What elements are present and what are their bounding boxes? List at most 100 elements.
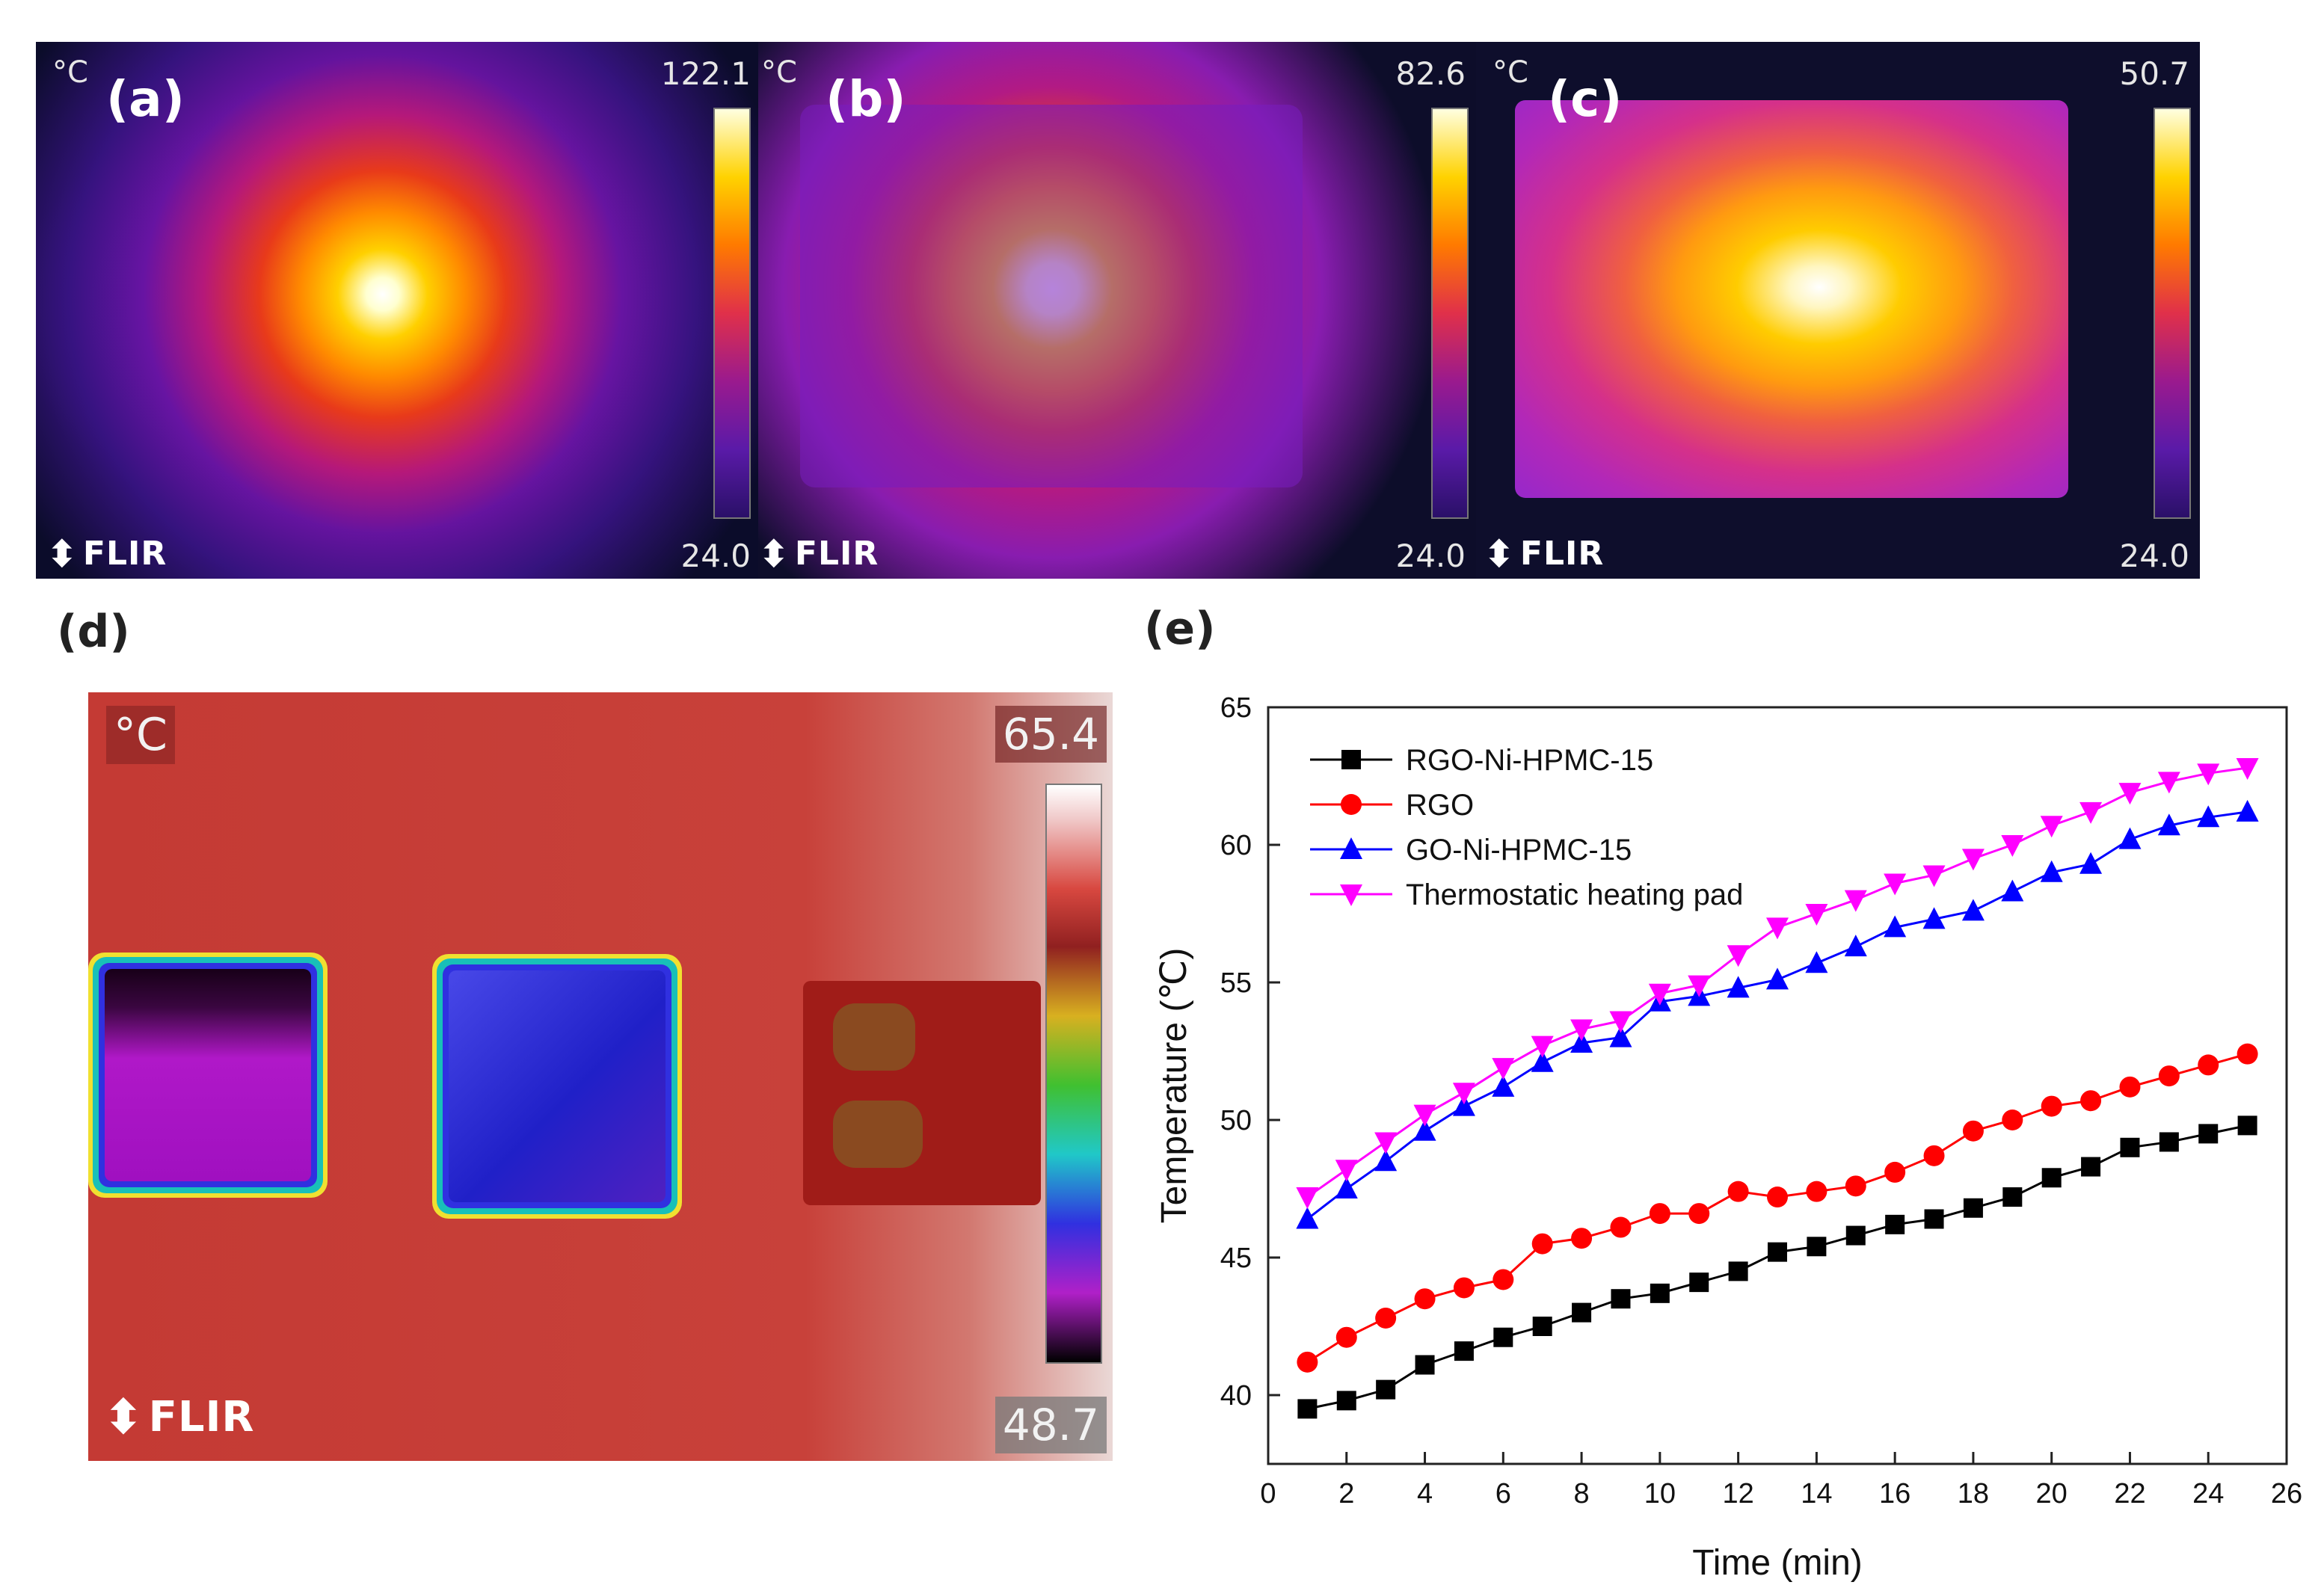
x-tick-label: 14 — [1801, 1478, 1832, 1510]
scale-min-value: 48.7 — [995, 1397, 1107, 1453]
data-point — [1688, 975, 1711, 997]
flir-logo-icon: ⬍ — [46, 532, 79, 576]
series-line-0 — [1307, 1124, 2248, 1410]
data-point — [1805, 951, 1828, 973]
scale-min-value: 24.0 — [2119, 538, 2189, 574]
data-point — [1493, 1269, 1514, 1290]
flir-logo-icon: ⬍ — [758, 532, 790, 576]
data-point — [1335, 1160, 1358, 1182]
data-point — [1609, 1025, 1632, 1047]
data-point — [2080, 1090, 2102, 1112]
data-point — [1376, 1379, 1396, 1400]
flir-logo: ⬍ FLIR — [1484, 532, 1605, 576]
data-point — [1611, 1289, 1631, 1309]
unit-label: °C — [106, 706, 175, 764]
x-tick-label: 0 — [1260, 1478, 1276, 1510]
panel-label-c: (c) — [1548, 70, 1623, 128]
data-point — [1413, 1104, 1436, 1127]
data-point — [1492, 1074, 1515, 1097]
scale-min-value: 24.0 — [680, 538, 751, 574]
unit-label: °C — [52, 55, 88, 90]
data-point — [1570, 1019, 1593, 1041]
data-point — [1452, 1094, 1475, 1116]
legend-marker — [1340, 837, 1362, 859]
x-tick-label: 16 — [1879, 1478, 1910, 1510]
legend-marker — [1341, 750, 1361, 769]
data-point — [1884, 873, 1907, 896]
data-point — [1571, 1228, 1593, 1249]
data-point — [1493, 1327, 1513, 1347]
x-tick-label: 12 — [1722, 1478, 1753, 1510]
scale-max-value: 82.6 — [1395, 55, 1466, 92]
data-point — [2001, 879, 2024, 902]
data-point — [1454, 1341, 1474, 1361]
x-tick-label: 8 — [1574, 1478, 1590, 1510]
data-point — [1728, 1261, 1748, 1281]
data-point — [2079, 801, 2103, 824]
data-point — [1924, 1209, 1944, 1229]
data-point — [2158, 1065, 2180, 1087]
data-point — [2236, 799, 2259, 822]
data-point — [1766, 967, 1789, 990]
data-point — [1532, 1317, 1552, 1336]
x-tick-label: 18 — [1958, 1478, 1989, 1510]
data-point — [1335, 1326, 1357, 1348]
scale-max-value: 122.1 — [660, 55, 751, 92]
data-point — [1962, 1120, 1984, 1142]
color-scale-bar — [1045, 784, 1102, 1364]
data-point — [2040, 860, 2063, 882]
y-tick-label: 60 — [1220, 830, 1252, 861]
data-point — [1844, 890, 1867, 912]
data-point — [1572, 1302, 1592, 1323]
data-point — [1807, 1237, 1827, 1257]
data-point — [1296, 1187, 1319, 1210]
data-point — [1414, 1288, 1436, 1310]
sample-square-2 — [432, 954, 682, 1219]
panel-label-b: (b) — [826, 70, 906, 128]
data-point — [1923, 1145, 1945, 1166]
data-point — [1767, 1187, 1788, 1208]
heated-sample — [800, 105, 1303, 487]
legend-label: Thermostatic heating pad — [1406, 878, 1743, 911]
data-point — [1415, 1355, 1435, 1375]
legend-marker — [1340, 884, 1362, 906]
data-point — [1297, 1399, 1318, 1419]
data-point — [2119, 1076, 2141, 1098]
data-point — [1845, 1175, 1866, 1197]
data-point — [1650, 1283, 1670, 1303]
data-point — [2041, 1168, 2062, 1188]
data-point — [1648, 983, 1671, 1006]
data-point — [1844, 935, 1867, 957]
data-point — [2001, 835, 2024, 857]
sample-square-1 — [88, 953, 328, 1198]
data-point — [1649, 1203, 1670, 1225]
y-axis-label: Temperature (℃) — [1155, 948, 1194, 1224]
data-point — [2157, 772, 2180, 794]
data-point — [1805, 904, 1828, 926]
y-tick-label: 50 — [1220, 1105, 1252, 1136]
scale-max-value: 65.4 — [995, 706, 1107, 763]
data-point — [2120, 1137, 2140, 1157]
x-tick-label: 24 — [2192, 1478, 2224, 1510]
x-tick-label: 10 — [1644, 1478, 1676, 1510]
data-point — [1961, 849, 1985, 871]
heated-sample — [1515, 100, 2068, 498]
unit-label: °C — [1493, 55, 1528, 90]
data-point — [1884, 915, 1907, 938]
data-point — [1688, 1203, 1710, 1225]
unit-label: °C — [761, 55, 797, 90]
thermal-image-c: °C (c) 50.7 24.0 ⬍ FLIR — [1476, 42, 2200, 579]
data-point — [1689, 1273, 1709, 1293]
data-point — [1531, 1035, 1554, 1058]
y-tick-label: 65 — [1220, 692, 1252, 724]
data-point — [2002, 1187, 2023, 1207]
panel-label-d: (d) — [57, 606, 130, 658]
data-point — [2079, 852, 2103, 874]
panel-label-a: (a) — [106, 70, 185, 128]
sample-square-3 — [803, 981, 1041, 1205]
data-point — [2198, 1124, 2219, 1144]
data-point — [1768, 1242, 1787, 1262]
x-tick-label: 2 — [1338, 1478, 1354, 1510]
data-point — [1727, 1181, 1749, 1202]
data-point — [1413, 1118, 1436, 1141]
